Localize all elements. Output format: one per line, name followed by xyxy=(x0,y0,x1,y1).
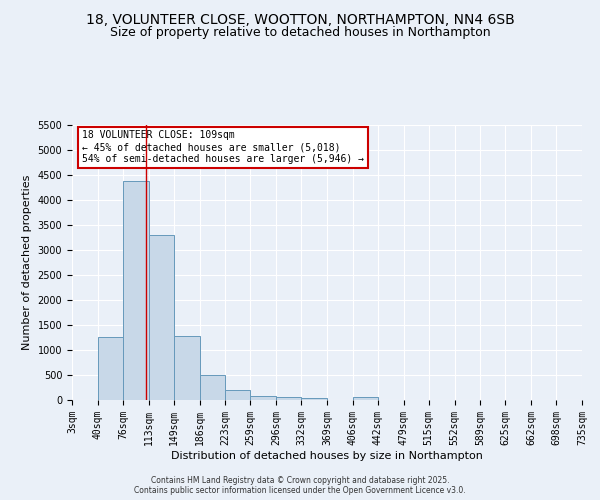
Bar xyxy=(276,397,301,400)
Text: 18 VOLUNTEER CLOSE: 109sqm
← 45% of detached houses are smaller (5,018)
54% of s: 18 VOLUNTEER CLOSE: 109sqm ← 45% of deta… xyxy=(82,130,364,164)
Text: 18, VOLUNTEER CLOSE, WOOTTON, NORTHAMPTON, NN4 6SB: 18, VOLUNTEER CLOSE, WOOTTON, NORTHAMPTO… xyxy=(86,12,514,26)
X-axis label: Distribution of detached houses by size in Northampton: Distribution of detached houses by size … xyxy=(171,450,483,460)
Bar xyxy=(149,235,174,400)
Bar xyxy=(353,397,378,400)
Text: Contains public sector information licensed under the Open Government Licence v3: Contains public sector information licen… xyxy=(134,486,466,495)
Y-axis label: Number of detached properties: Number of detached properties xyxy=(22,175,32,350)
Bar xyxy=(225,390,250,400)
Bar xyxy=(250,396,276,400)
Bar xyxy=(98,336,123,400)
Bar xyxy=(301,398,327,400)
Bar xyxy=(123,181,149,400)
Bar xyxy=(199,375,225,400)
Bar xyxy=(174,336,199,400)
Text: Size of property relative to detached houses in Northampton: Size of property relative to detached ho… xyxy=(110,26,490,39)
Text: Contains HM Land Registry data © Crown copyright and database right 2025.: Contains HM Land Registry data © Crown c… xyxy=(151,476,449,485)
